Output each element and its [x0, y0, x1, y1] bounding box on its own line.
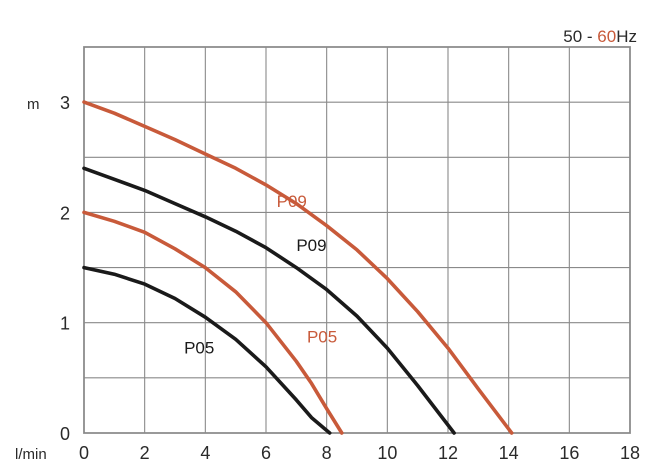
- curve-p09-50hz: [82, 166, 456, 435]
- x-tick-label: 18: [620, 443, 640, 461]
- grid: [83, 46, 631, 434]
- y-axis-unit-label: m: [27, 96, 40, 113]
- curve-p05-50hz: [82, 265, 332, 435]
- curve-label-p09: P09: [277, 192, 307, 211]
- x-tick-label: 10: [377, 443, 397, 461]
- title-separator: -: [582, 27, 597, 46]
- x-tick-label: 6: [261, 443, 271, 461]
- y-tick-label: 1: [60, 314, 70, 334]
- x-tick-label: 2: [140, 443, 150, 461]
- x-tick-label: 14: [499, 443, 519, 461]
- title-freq-50: 50: [563, 27, 582, 46]
- x-tick-label: 8: [322, 443, 332, 461]
- x-tick-label: 0: [79, 443, 89, 461]
- title-unit: Hz: [616, 27, 637, 46]
- x-tick-label: 16: [559, 443, 579, 461]
- curve-p05-60hz: [82, 210, 344, 435]
- title-freq-60: 60: [597, 27, 616, 46]
- curve-label-p09: P09: [296, 236, 326, 255]
- y-tick-label: 3: [60, 93, 70, 113]
- curve-label-p05: P05: [184, 339, 214, 358]
- curve-label-p05: P05: [307, 328, 337, 347]
- x-tick-label: 4: [200, 443, 210, 461]
- y-tick-label: 2: [60, 203, 70, 223]
- x-axis-unit-label: l/min: [15, 446, 47, 461]
- y-tick-label: 0: [60, 424, 70, 444]
- x-tick-label: 12: [438, 443, 458, 461]
- curves: [82, 100, 514, 435]
- chart-frequency-title: 50 - 60Hz: [563, 27, 637, 46]
- curve-labels: P09 P09 P05 P05: [184, 192, 337, 358]
- plot-frame: [83, 46, 631, 434]
- curve-p09-60hz: [82, 100, 514, 435]
